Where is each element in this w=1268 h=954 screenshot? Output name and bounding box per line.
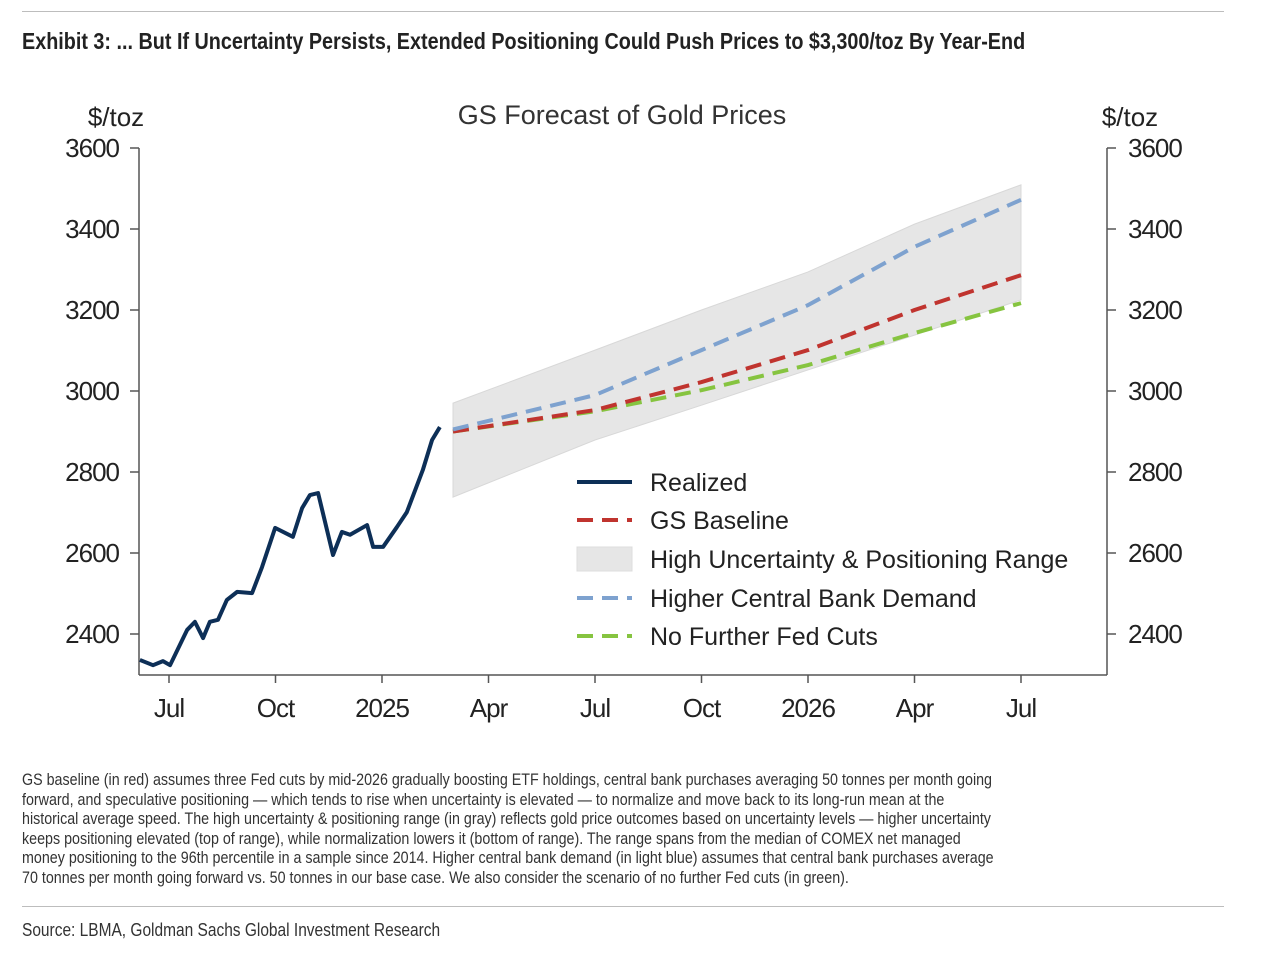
- source-text: Source: LBMA, Goldman Sachs Global Inves…: [22, 920, 441, 940]
- y-tick-label-left: 2400: [65, 619, 119, 649]
- note-line: 70 tonnes per month going forward vs. 50…: [22, 867, 849, 887]
- legend: Realized GS Baseline High Uncertainty & Po…: [576, 469, 1068, 651]
- y-tick-label-right: 2600: [1128, 538, 1182, 568]
- y-axis-label-left: $/toz: [88, 102, 144, 132]
- uncertainty-range-band: [452, 184, 1022, 498]
- note-line: keeps positioning elevated (top of range…: [22, 828, 961, 848]
- y-tick-label-left: 2800: [65, 457, 119, 487]
- y-tick-label-right: 2800: [1128, 457, 1182, 487]
- y-tick-label-right: 3600: [1128, 133, 1182, 163]
- x-tick-label: Jul: [580, 693, 610, 723]
- x-tick-label: 2025: [355, 693, 409, 723]
- legend-label: Higher Central Bank Demand: [650, 585, 977, 613]
- y-tick-label-left: 3200: [65, 295, 119, 325]
- legend-label: GS Baseline: [650, 507, 789, 535]
- y-axis-label-right: $/toz: [1102, 102, 1158, 132]
- note-line: forward, and speculative positioning — w…: [22, 789, 945, 809]
- x-tick-label: Jul: [1006, 693, 1036, 723]
- x-tick-label: Apr: [470, 693, 509, 723]
- note-line: money positioning to the 96th percentile…: [22, 848, 994, 868]
- legend-swatch-band: [576, 546, 633, 572]
- x-tick-label: Jul: [154, 693, 184, 723]
- legend-label: No Further Fed Cuts: [650, 623, 878, 651]
- y-tick-label-right: 2400: [1128, 619, 1182, 649]
- y-tick-label-right: 3200: [1128, 295, 1182, 325]
- legend-label: Realized: [650, 469, 747, 497]
- x-tick-label: 2026: [781, 693, 835, 723]
- legend-label: High Uncertainty & Positioning Range: [650, 546, 1068, 574]
- y-tick-label-left: 3000: [65, 376, 119, 406]
- note-line: GS baseline (in red) assumes three Fed c…: [22, 770, 993, 789]
- x-tick-label: Oct: [257, 693, 296, 723]
- gold-price-chart: GS Forecast of Gold Prices $/toz $/toz 2…: [65, 100, 1183, 723]
- top-rule: [22, 11, 1224, 12]
- realized-line: [139, 426, 442, 668]
- y-tick-label-right: 3000: [1128, 376, 1182, 406]
- exhibit-title: Exhibit 3: ... But If Uncertainty Persis…: [22, 28, 1026, 54]
- y-tick-label-left: 3600: [65, 133, 119, 163]
- gs-baseline-line: [452, 273, 1022, 434]
- x-tick-label: Apr: [896, 693, 935, 723]
- chart-title: GS Forecast of Gold Prices: [458, 100, 787, 130]
- source-rule: [22, 906, 1224, 907]
- y-tick-label-left: 2600: [65, 538, 119, 568]
- no-further-fed-cuts-line: [452, 301, 1022, 434]
- x-tick-label: Oct: [683, 693, 722, 723]
- y-tick-label-right: 3400: [1128, 214, 1182, 244]
- note-line: historical average speed. The high uncer…: [22, 809, 991, 829]
- chart-notes: GS baseline (in red) assumes three Fed c…: [22, 770, 1179, 888]
- y-tick-label-left: 3400: [65, 214, 119, 244]
